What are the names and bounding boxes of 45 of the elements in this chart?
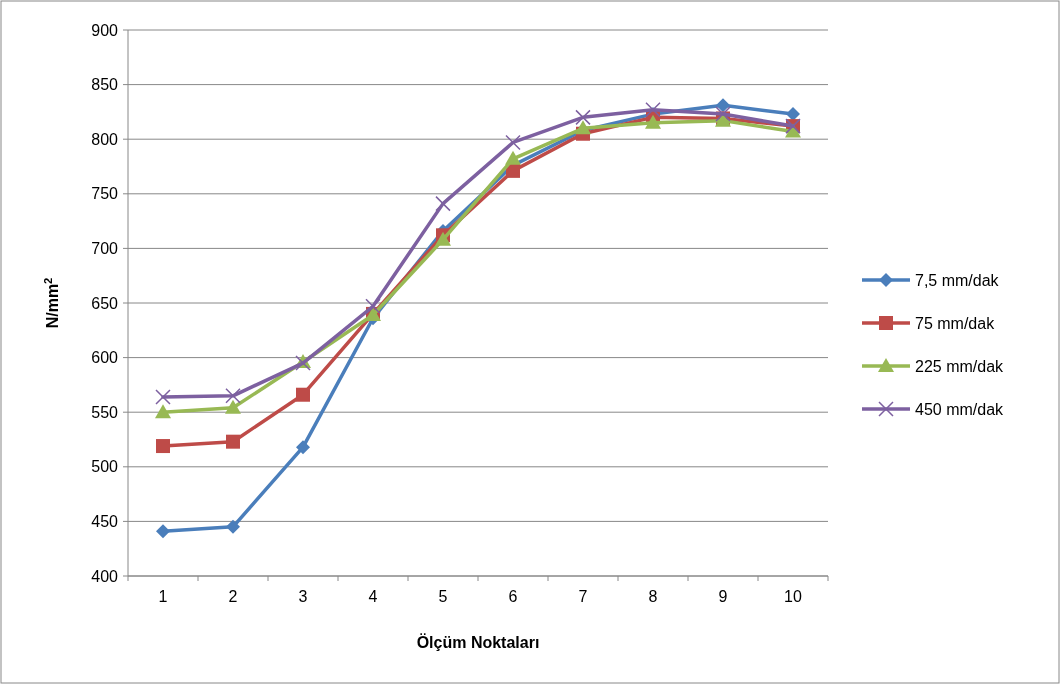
point xyxy=(155,389,171,405)
x-tick-label: 3 xyxy=(298,588,308,605)
point xyxy=(716,98,730,113)
x-tick-label: 10 xyxy=(784,588,802,605)
point xyxy=(226,519,240,534)
legend-label: 75 mm/dak xyxy=(915,314,996,332)
x-tick-label: 2 xyxy=(228,588,238,605)
point xyxy=(505,134,521,151)
point xyxy=(575,109,591,126)
y-tick-label: 400 xyxy=(91,567,119,585)
y-tick-label: 800 xyxy=(91,130,119,148)
x-tick-label: 7 xyxy=(578,588,588,605)
y-tick-label: 750 xyxy=(91,185,119,203)
y-tick-label: 500 xyxy=(91,458,119,476)
point xyxy=(225,388,241,404)
y-tick-label: 450 xyxy=(91,513,119,530)
x-axis-title: Ölçüm Noktaları xyxy=(416,633,540,651)
x-tick-label: 9 xyxy=(718,588,728,605)
point xyxy=(155,404,171,419)
point xyxy=(226,434,240,449)
x-tick-label: 8 xyxy=(648,588,658,605)
y-tick-label: 600 xyxy=(91,349,119,367)
point xyxy=(156,524,170,539)
x-tick-label: 5 xyxy=(438,588,448,605)
point xyxy=(296,440,310,455)
y-tick-label: 700 xyxy=(91,240,119,257)
y-tick-label: 650 xyxy=(91,294,119,312)
point xyxy=(156,439,170,454)
point xyxy=(505,150,521,165)
y-tick-label: 900 xyxy=(91,21,119,39)
x-tick-label: 1 xyxy=(158,588,168,605)
point xyxy=(435,195,451,212)
point xyxy=(645,114,661,129)
legend-label: 7,5 mm/dak xyxy=(915,271,1000,289)
legend-label: 225 mm/dak xyxy=(915,357,1005,375)
x-tick-label: 4 xyxy=(368,588,378,605)
point xyxy=(296,387,310,402)
point xyxy=(225,399,241,414)
legend-label: 450 mm/dak xyxy=(915,400,1005,418)
y-tick-label: 850 xyxy=(91,76,119,94)
point xyxy=(786,107,800,122)
y-tick-label: 550 xyxy=(91,403,119,421)
x-tick-label: 6 xyxy=(508,588,518,605)
point xyxy=(715,106,731,122)
point xyxy=(645,101,661,118)
